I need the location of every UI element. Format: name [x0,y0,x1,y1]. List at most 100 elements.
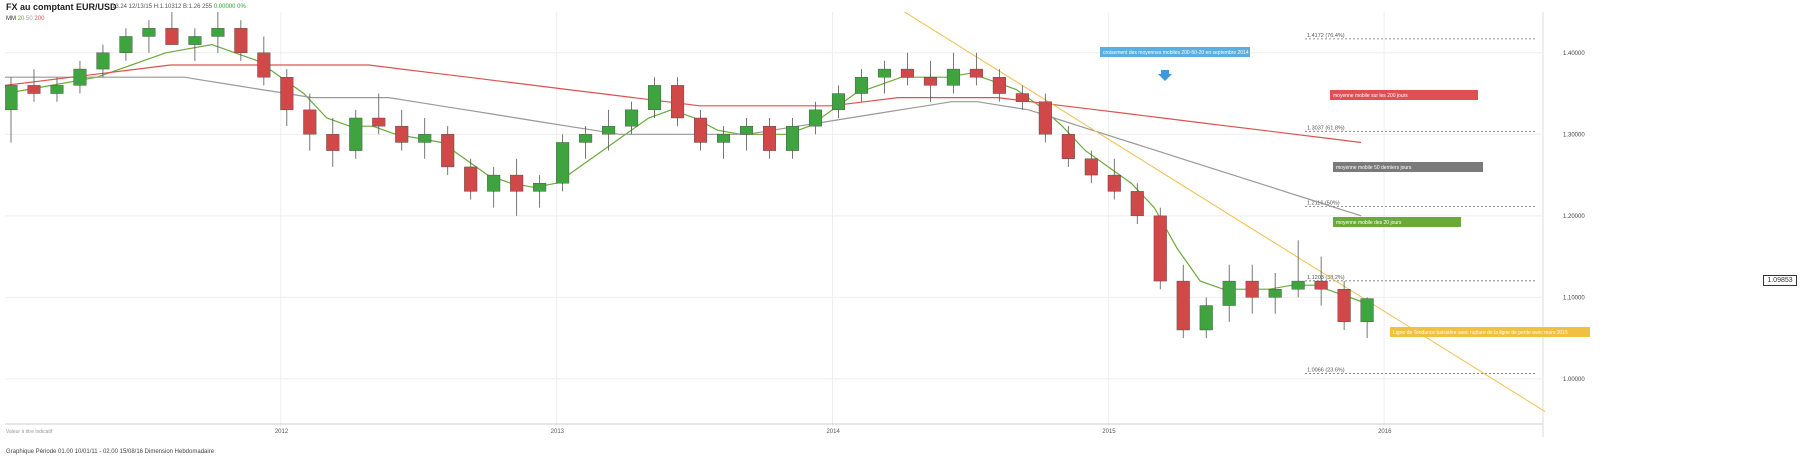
candle-body [831,93,845,111]
candle-body [280,77,294,111]
candle-body [372,117,386,127]
candle-body [1038,101,1052,135]
candle-body [969,68,983,78]
annotation-box [1330,90,1478,100]
annotation-label: Ligne de Tendance baissière avec rupture… [1393,330,1568,336]
candle-body [579,134,593,143]
candle-body [211,28,225,37]
candle-body [854,77,868,94]
candle-body [1314,280,1328,290]
annotation-label: moyenne mobile sur les 200 jours [1333,93,1408,99]
candle-body [900,68,914,78]
indicator-legend: MM 20 50 200 [6,16,44,22]
watermark: Valeur à titre indicatif [6,429,53,435]
x-tick-label: 2014 [826,429,840,435]
candle-body [1015,93,1029,102]
price-stats: 13.24 12/13/15 H:1.10312 B:1.26 255 0.00… [112,4,246,10]
candle-body [1084,158,1098,176]
mm-label: MM [6,16,16,22]
candle-body [165,28,179,45]
candle-body [510,174,524,192]
fibonacci-label: 1.1203 (38.2%) [1307,275,1345,281]
candle-body [1061,134,1075,159]
candle-body [1176,280,1190,331]
candle-body [808,109,822,127]
candle-body [188,36,202,45]
candle-body [648,85,662,111]
price-chart[interactable]: 1.40000 1.30000 1.20000 1.10000 1.00000 2012 2… [5,12,1765,437]
price-change: 0.00000 0% [213,4,246,10]
candle-body [923,77,937,86]
candle-body [533,183,547,192]
down-arrow-icon [1158,70,1172,81]
candle-body [395,125,409,143]
ohlc-stats: 13.24 12/13/15 H:1.10312 B:1.26 255 [112,4,213,10]
x-tick-label: 2016 [1378,429,1392,435]
candle-body [785,125,800,151]
x-tick-label: 2015 [1102,429,1116,435]
mm-period-200: 200 [34,16,45,22]
candle-body [326,134,340,151]
y-tick-label: 1.40000 [1563,51,1585,57]
instrument-title: FX au comptant EUR/USD [6,2,117,12]
candle-body [740,125,754,135]
candle-body [50,85,64,94]
fibonacci-label: 1.4172 (76.4%) [1307,33,1345,39]
candle-body [1360,298,1374,323]
annotation-box [1333,217,1461,227]
candle-body [418,134,432,143]
candle-body [1222,280,1236,306]
candle-body [142,28,156,37]
annotation-box [1100,47,1250,57]
candle-body [762,125,777,151]
fibonacci-label: 1.0066 (23.6%) [1307,368,1345,374]
candle-body [694,117,708,143]
candle-body [625,109,639,127]
candle-body [303,109,317,135]
candle-body [96,52,110,70]
y-tick-label: 1.20000 [1563,214,1585,220]
candle-body [946,68,960,86]
y-tick-label: 1.00000 [1563,377,1585,383]
annotation-box [1390,327,1590,337]
candle-body [234,28,248,53]
annotation-label: moyenne mobile des 20 jours [1336,220,1402,226]
chart-footer: Graphique Période 01.00 10/01/11 - 02.00… [6,449,215,455]
candle-body [1245,280,1259,298]
mm-period-50: 50 [26,16,33,22]
candle-body [1268,289,1282,298]
candle-body [349,117,363,151]
annotation-box [1333,162,1483,172]
annotation-label: moyenne mobile 50 derniers jours [1336,165,1412,171]
mm-period-20: 20 [17,16,25,22]
candle-body [441,134,455,168]
candle-body [257,52,271,78]
current-price-label: 1.09853 [1763,275,1797,286]
candle-body [1291,280,1305,290]
candle-body [5,85,18,111]
candle-body [602,125,616,135]
x-tick-label: 2013 [551,429,565,435]
fibonacci-label: 1.3037 (61.8%) [1307,125,1345,131]
trendline [903,12,1546,412]
candle-body [27,85,41,94]
candle-body [556,142,570,184]
candle-body [671,85,685,119]
candle-body [1337,289,1351,323]
candle-body [1107,174,1121,192]
moving-average-50 [5,76,1362,217]
candle-body [73,68,87,86]
candle-body [1199,305,1213,331]
candle-body [992,77,1006,94]
candle-body [487,174,501,192]
candle-body [877,68,891,78]
annotation-label: croisement des moyennes mobiles 200-50-2… [1103,50,1249,56]
y-tick-label: 1.10000 [1563,295,1585,301]
candle-body [119,36,133,53]
x-tick-label: 2012 [275,429,289,435]
candle-body [464,166,478,192]
candle-body [717,134,731,143]
candle-body [1153,215,1167,282]
y-tick-label: 1.30000 [1563,132,1585,138]
